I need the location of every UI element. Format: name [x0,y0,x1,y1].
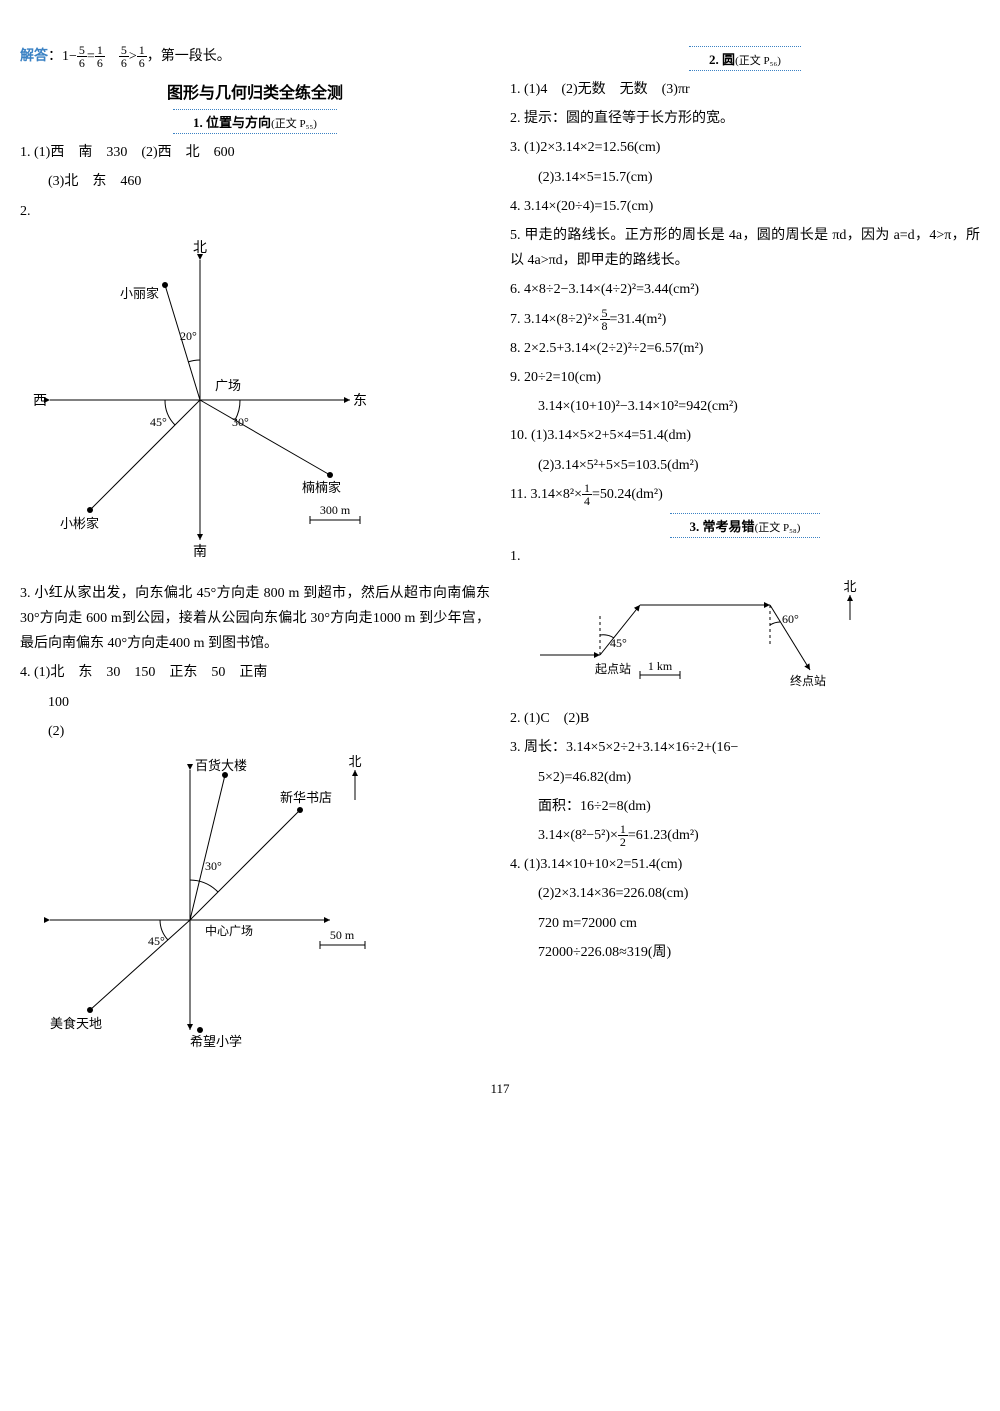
section-title: 图形与几何归类全练全测 [20,79,490,103]
north-label: 北 [193,240,207,256]
meishi: 美食天地 [50,1016,102,1031]
q2-label: 2. [20,199,490,224]
baihuo: 百货大楼 [195,758,247,773]
r2-q4a: 4. (1)3.14×10+10×2=51.4(cm) [510,852,980,877]
start-label: 起点站 [595,662,631,676]
xiaobin-label: 小彬家 [60,516,99,531]
r2-q4b: (2)2×3.14×36=226.08(cm) [510,881,980,906]
east-label: 东 [353,393,367,409]
page: 解答：1−56=16 56>16，第一段长。 图形与几何归类全练全测 1. 位置… [20,40,980,1061]
answer-label: 解答 [20,49,48,64]
r2-q3c: 面积：16÷2=8(dm) [510,794,980,819]
subsection-1: 1. 位置与方向(正文 P₅₅) [20,109,490,134]
center-label: 广场 [215,378,241,393]
scale-1: 300 m [320,503,351,517]
south-label: 南 [193,544,207,560]
r2-q4c: 720 m=72000 cm [510,911,980,936]
north-3: 北 [843,579,856,594]
r2-q3d: 3.14×(8²−5²)×12=61.23(dm²) [510,823,980,848]
center-2: 中心广场 [205,923,253,938]
r-q3b: (2)3.14×5=15.7(cm) [510,165,980,190]
q1: 1. (1)西 南 330 (2)西 北 600 [20,140,490,165]
angle-30: 30° [232,415,249,429]
angle-30-2: 30° [205,859,222,873]
compass-diagram-2: 中心广场 百货大楼 新华书店 30° 美食天地 45° 希望小学 [20,750,490,1055]
scale-2: 50 m [330,928,355,942]
angle-20: 20° [180,329,197,343]
north-2: 北 [348,754,361,769]
r-q5: 5. 甲走的路线长。正方形的周长是 4a，圆的周长是 πd，因为 a=d，4>π… [510,223,980,273]
r-q3a: 3. (1)2×3.14×2=12.56(cm) [510,135,980,160]
scale-3: 1 km [648,659,673,673]
q4b-label: (2) [20,719,490,744]
angle-45-2: 45° [148,934,165,948]
page-number: 117 [20,1081,980,1097]
r-q10a: 10. (1)3.14×5×2+5×4=51.4(dm) [510,423,980,448]
r-q10b: (2)3.14×5²+5×5=103.5(dm²) [510,453,980,478]
left-column: 解答：1−56=16 56>16，第一段长。 图形与几何归类全练全测 1. 位置… [20,40,490,1061]
angle-45: 45° [150,415,167,429]
r-q11: 11. 3.14×8²×14=50.24(dm²) [510,482,980,507]
xiaoli-label: 小丽家 [120,286,159,301]
end-label: 终点站 [790,673,826,688]
xinhua: 新华书店 [280,790,332,805]
route-diagram: 45° 60° 起点站 终点站 1 km 北 [510,575,980,700]
q4a2: 100 [20,690,490,715]
q4a: 4. (1)北 东 30 150 正东 50 正南 [20,660,490,685]
top-answer: 解答：1−56=16 56>16，第一段长。 [20,44,490,69]
q3: 3. 小红从家出发，向东偏北 45°方向走 800 m 到超市，然后从超市向南偏… [20,581,490,657]
r2-q3b: 5×2)=46.82(dm) [510,765,980,790]
nannan-label: 楠楠家 [302,480,341,495]
compass-diagram-1: 北 南 西 东 广场 小丽家 20° 楠楠家 30° 小彬 [20,230,490,575]
xiwang: 希望小学 [190,1034,242,1049]
r-q6: 6. 4×8÷2−3.14×(4÷2)²=3.44(cm²) [510,277,980,302]
r-q8: 8. 2×2.5+3.14×(2÷2)²÷2=6.57(m²) [510,336,980,361]
west-label: 西 [33,394,47,409]
r2-q3a: 3. 周长：3.14×5×2÷2+3.14×16÷2+(16− [510,735,980,760]
r-q7: 7. 3.14×(8÷2)²×58=31.4(m²) [510,307,980,332]
subsection-3: 3. 常考易错(正文 P₅₈) [510,513,980,538]
r2-q4d: 72000÷226.08≈319(周) [510,940,980,965]
q1b: (3)北 东 460 [20,169,490,194]
subsection-2: 2. 圆(正文 P₅₆) [510,46,980,71]
r-q9b: 3.14×(10+10)²−3.14×10²=942(cm²) [510,394,980,419]
r-q2: 2. 提示：圆的直径等于长方形的宽。 [510,106,980,131]
r-q4: 4. 3.14×(20÷4)=15.7(cm) [510,194,980,219]
r-q1: 1. (1)4 (2)无数 无数 (3)πr [510,77,980,102]
right-column: 2. 圆(正文 P₅₆) 1. (1)4 (2)无数 无数 (3)πr 2. 提… [510,40,980,1061]
r-q9a: 9. 20÷2=10(cm) [510,365,980,390]
r2-q2: 2. (1)C (2)B [510,706,980,731]
angle-60: 60° [782,612,799,626]
r2-q1-label: 1. [510,544,980,569]
angle-45-3: 45° [610,636,627,650]
